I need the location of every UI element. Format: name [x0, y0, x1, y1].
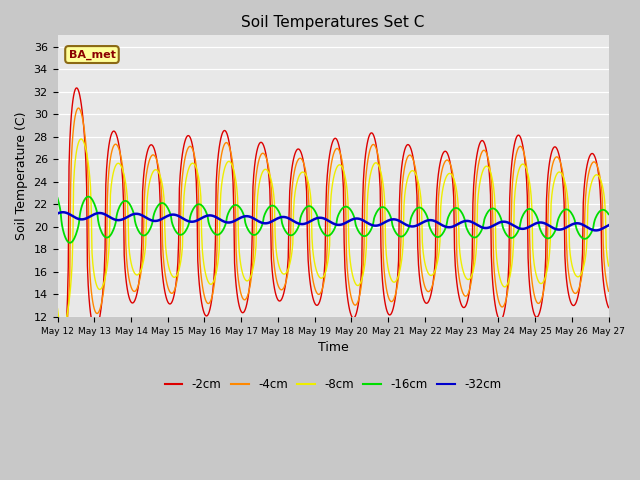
X-axis label: Time: Time [317, 341, 348, 354]
-8cm [178, 252, 186, 258]
-8cm [418, 204, 426, 210]
-16cm [122, 198, 129, 204]
-16cm [178, 232, 186, 238]
Legend: -2cm, -4cm, -8cm, -16cm, -32cm: -2cm, -4cm, -8cm, -16cm, -32cm [160, 373, 506, 396]
-32cm [593, 228, 600, 233]
-8cm [65, 304, 72, 310]
-16cm [207, 226, 214, 231]
-16cm [605, 211, 612, 217]
-8cm [58, 325, 66, 331]
-4cm [402, 160, 410, 166]
-2cm [605, 305, 612, 311]
-16cm [63, 239, 71, 244]
-32cm [54, 211, 61, 216]
-8cm [207, 281, 214, 287]
-4cm [122, 240, 129, 245]
-32cm [59, 209, 67, 215]
-4cm [54, 364, 61, 370]
-2cm [63, 296, 71, 301]
-8cm [54, 306, 61, 312]
Title: Soil Temperatures Set C: Soil Temperatures Set C [241, 15, 425, 30]
-4cm [207, 298, 214, 303]
Line: -4cm: -4cm [58, 108, 609, 372]
-32cm [65, 211, 72, 216]
-2cm [54, 397, 61, 403]
-16cm [84, 194, 92, 200]
-4cm [418, 268, 426, 274]
-8cm [77, 136, 85, 142]
-16cm [66, 240, 74, 246]
-4cm [74, 105, 82, 111]
-32cm [121, 216, 129, 221]
Text: BA_met: BA_met [68, 49, 115, 60]
-2cm [417, 284, 424, 290]
-2cm [121, 265, 129, 271]
-4cm [65, 306, 72, 312]
-4cm [178, 182, 186, 188]
Line: -2cm: -2cm [58, 88, 609, 400]
-8cm [605, 263, 612, 269]
-8cm [402, 186, 410, 192]
-4cm [56, 369, 63, 374]
-32cm [206, 213, 214, 218]
Line: -16cm: -16cm [58, 197, 609, 243]
Line: -8cm: -8cm [58, 139, 609, 328]
-32cm [177, 215, 185, 220]
-8cm [122, 180, 129, 186]
-32cm [605, 222, 612, 228]
-16cm [54, 195, 61, 201]
-16cm [418, 205, 426, 211]
-32cm [401, 221, 408, 227]
-32cm [417, 221, 424, 227]
Line: -32cm: -32cm [58, 212, 609, 230]
-2cm [401, 147, 408, 153]
Y-axis label: Soil Temperature (C): Soil Temperature (C) [15, 112, 28, 240]
-2cm [73, 85, 81, 91]
-4cm [605, 288, 612, 294]
-16cm [402, 231, 410, 237]
-2cm [177, 164, 185, 169]
-2cm [206, 306, 214, 312]
